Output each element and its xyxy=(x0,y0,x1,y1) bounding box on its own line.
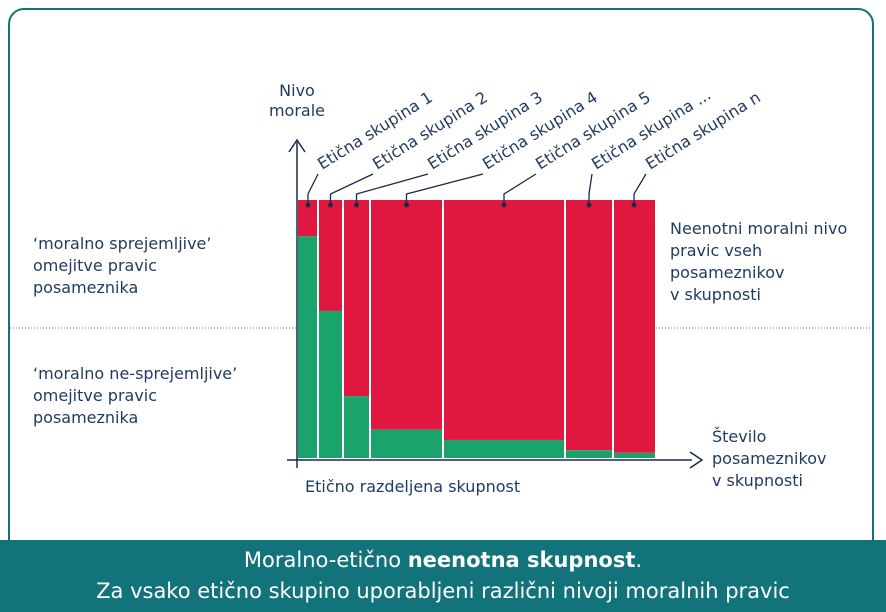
banner-line: Za vsako etično skupino uporabljeni razl… xyxy=(96,579,790,603)
bar-accepted xyxy=(298,236,318,458)
bar-accepted xyxy=(613,452,655,458)
x-axis-label: Število xyxy=(712,427,766,446)
bar-rest xyxy=(318,200,343,311)
x-arrow xyxy=(689,451,704,469)
bar-rest xyxy=(343,200,370,397)
bar-accepted xyxy=(318,310,343,458)
annotation: pravic vseh xyxy=(670,241,762,260)
x-axis-label: v skupnosti xyxy=(712,471,803,490)
bar-rest xyxy=(613,200,655,453)
banner-bold: neenotna skupnost xyxy=(407,548,636,572)
bar-accepted xyxy=(370,429,443,458)
annotation: omejitve pravic xyxy=(33,256,157,275)
annotation: ‘moralno sprejemljive’ xyxy=(33,234,211,253)
bar-rest xyxy=(298,200,318,237)
y-axis-label: Nivo xyxy=(279,81,315,100)
banner-line: Moralno-etično neenotna skupnost. xyxy=(0,545,886,576)
bar-rest xyxy=(443,200,565,440)
leader-line xyxy=(633,173,647,205)
bar-accepted xyxy=(443,439,565,458)
bar-accepted xyxy=(343,396,370,458)
annotation: v skupnosti xyxy=(670,285,761,304)
bar-rest xyxy=(370,200,443,430)
annotation: posameznika xyxy=(33,408,138,427)
bar-rest xyxy=(565,200,613,451)
banner-text: . xyxy=(635,548,643,572)
leader-line xyxy=(307,173,319,205)
annotation: posameznikov xyxy=(670,263,784,282)
annotation: posameznika xyxy=(33,278,138,297)
x-caption: Etično razdeljena skupnost xyxy=(305,477,520,496)
annotation: omejitve pravic xyxy=(33,386,157,405)
annotation: Neenotni moralni nivo xyxy=(670,219,847,238)
leader-line xyxy=(405,173,484,205)
leader-line xyxy=(588,173,593,205)
x-axis-label: posameznikov xyxy=(712,449,826,468)
y-axis-label: morale xyxy=(269,101,325,120)
leader-line xyxy=(355,173,429,205)
banner: Moralno-etično neenotna skupnost. Za vsa… xyxy=(0,540,886,612)
banner-text: Moralno-etično xyxy=(243,548,408,572)
bar-accepted xyxy=(565,450,613,458)
leader-line xyxy=(503,173,537,205)
y-arrow xyxy=(288,138,306,153)
leader-line xyxy=(329,173,374,205)
annotation: ‘moralno ne-sprejemljive’ xyxy=(33,364,237,383)
